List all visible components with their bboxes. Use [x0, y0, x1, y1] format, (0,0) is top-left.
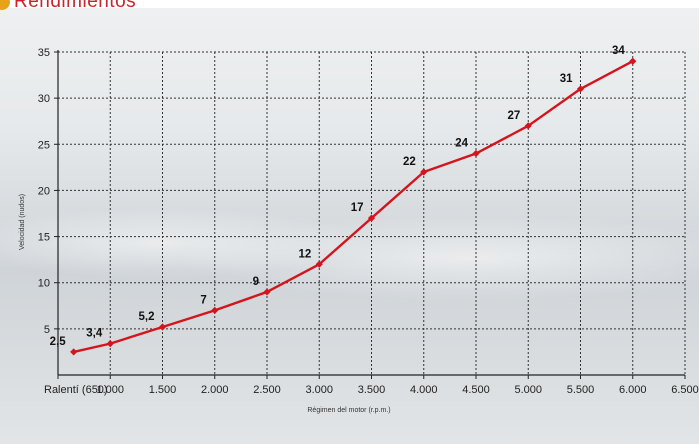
data-point-label: 17 [351, 202, 364, 214]
y-tick-label: 15 [38, 232, 50, 244]
chart-data-labels: 2,5 3,4 5,2 7 9 12 17 22 24 27 31 34 [50, 45, 626, 348]
y-tick-label: 25 [38, 139, 50, 151]
data-point-label: 9 [253, 276, 259, 288]
chart-series [70, 57, 637, 356]
data-point-marker [315, 260, 323, 268]
data-point-label: 5,2 [139, 311, 155, 323]
orange-circle-icon [0, 0, 10, 10]
x-tick-label: 6.000 [619, 384, 647, 396]
x-tick-label: 1.500 [149, 384, 177, 396]
y-tick-label: 30 [38, 93, 50, 105]
x-tick-label: Ralentí (650) [44, 384, 108, 396]
x-tick-label: 1.000 [96, 384, 124, 396]
data-point-marker [106, 340, 114, 348]
data-point-label: 2,5 [50, 336, 67, 348]
x-tick-label: 2.000 [201, 384, 229, 396]
x-tick-label: 5.500 [567, 384, 595, 396]
data-point-marker [158, 323, 167, 331]
x-tick-label: 2.500 [253, 384, 281, 396]
y-tick-label: 5 [44, 324, 50, 336]
chart-grid [58, 51, 686, 375]
data-point-marker [576, 85, 585, 93]
data-point-label: 12 [298, 248, 311, 260]
data-point-marker [367, 214, 376, 222]
section-header: Rendimientos [0, 0, 136, 12]
x-tick-label: 3.000 [305, 384, 333, 396]
data-point-marker [420, 168, 428, 176]
x-tick-label: 6.500 [671, 384, 699, 396]
x-tick-label: 4.000 [410, 384, 438, 396]
data-point-label: 27 [507, 110, 520, 122]
x-tick-label: 3.500 [358, 384, 386, 396]
chart-ticks: 5 10 15 20 25 30 35 Ralentí (650)1.000 1.500 2.00… [38, 47, 699, 396]
data-point-marker [263, 288, 271, 296]
data-point-label: 31 [560, 73, 573, 85]
speed-line [73, 60, 634, 354]
y-tick-label: 35 [38, 47, 50, 59]
data-point-label: 34 [612, 45, 625, 57]
data-point-label: 22 [403, 156, 416, 168]
data-point-marker [629, 57, 637, 65]
section-title: Rendimientos [14, 0, 137, 12]
data-point-label: 24 [455, 138, 468, 150]
data-point-marker [524, 122, 532, 130]
data-point-label: 3,4 [86, 328, 103, 340]
y-tick-label: 20 [38, 185, 50, 197]
background-photo [0, 8, 699, 444]
y-axis-title: Velocidad (nudos) [19, 194, 26, 250]
x-tick-label: 4.500 [462, 384, 490, 396]
data-point-marker [70, 348, 78, 356]
data-point-label: 7 [200, 294, 206, 306]
x-tick-label: 5.000 [514, 384, 542, 396]
y-tick-label: 10 [38, 278, 50, 290]
x-axis-title: Régimen del motor (r.p.m.) [307, 407, 390, 414]
data-point-marker [211, 306, 219, 314]
data-point-marker [472, 149, 480, 158]
